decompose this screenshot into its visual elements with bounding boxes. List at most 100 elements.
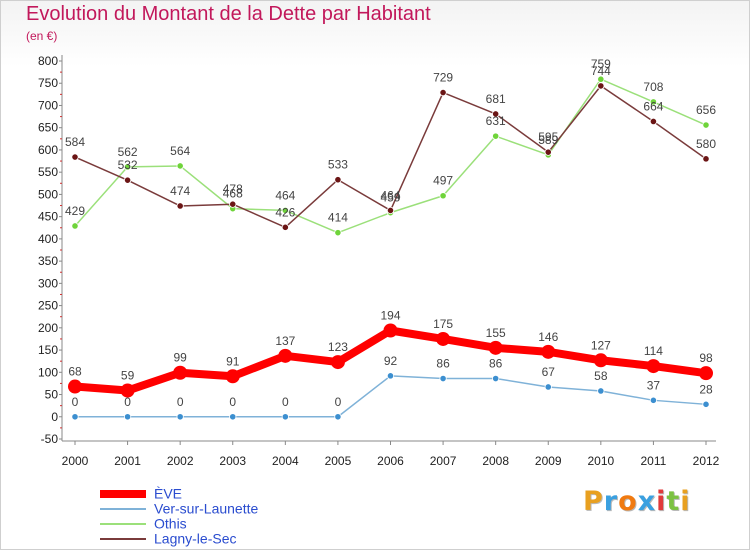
- x-tick-label: 2012: [693, 454, 720, 468]
- legend-swatch: [100, 522, 146, 525]
- logo-letter: o: [618, 486, 638, 517]
- data-label: 0: [177, 395, 184, 409]
- data-point: [492, 374, 500, 383]
- line-chart: -50 0 50 100 150 200 250 300 350 400 450 500 550 600 6…: [38, 54, 720, 468]
- data-point: [225, 369, 240, 384]
- y-tick-label: 650: [38, 121, 58, 135]
- data-label: 0: [124, 395, 131, 409]
- legend-label: Ver-sur-Launette: [154, 500, 259, 517]
- logo-letter: P: [583, 486, 604, 517]
- data-point: [593, 353, 608, 368]
- legend-swatch: [100, 537, 146, 540]
- x-tick-label: 2011: [641, 454, 667, 468]
- data-label: 478: [223, 182, 243, 196]
- data-label: 59: [121, 369, 135, 383]
- data-label: 497: [433, 174, 453, 188]
- data-label: 414: [328, 211, 348, 225]
- data-point: [278, 348, 293, 363]
- y-tick-label: 550: [38, 165, 58, 179]
- data-label: 67: [542, 365, 556, 379]
- data-label: 28: [699, 382, 713, 396]
- x-tick-label: 2003: [219, 454, 246, 468]
- x-tick-label: 2004: [272, 454, 299, 468]
- data-label: 0: [282, 395, 289, 409]
- data-point: [544, 148, 552, 156]
- data-label: 86: [489, 357, 503, 371]
- data-label: 759: [591, 57, 611, 71]
- x-tick-label: 2006: [377, 454, 404, 468]
- y-tick-label: 300: [38, 276, 58, 290]
- data-label: 564: [170, 144, 190, 158]
- y-tick-label: 350: [38, 254, 58, 268]
- data-point: [386, 372, 395, 380]
- chart-title: Evolution du Montant de la Dette par Hab…: [26, 3, 431, 25]
- data-label: 0: [72, 395, 79, 409]
- data-label: 37: [647, 378, 661, 392]
- data-label: 468: [223, 187, 243, 201]
- data-label: 0: [229, 395, 236, 409]
- chart-legend: ÈVE Ver-sur-Launette Othis Lagny-le-Sec: [100, 486, 258, 546]
- data-label: 589: [538, 133, 558, 147]
- legend-item: Lagny-le-Sec: [100, 531, 258, 546]
- data-point: [702, 121, 710, 129]
- legend-item: ÈVE: [100, 486, 258, 501]
- data-label: 532: [118, 158, 138, 172]
- data-point: [123, 176, 132, 184]
- data-label: 595: [538, 130, 558, 144]
- y-tick-label: 600: [38, 143, 58, 157]
- data-point: [436, 331, 451, 346]
- series-line-ver-sur-launette: [74, 375, 707, 418]
- data-label: 681: [486, 92, 506, 106]
- data-point: [71, 153, 79, 161]
- logo-letter: x: [637, 486, 657, 517]
- data-label: 584: [65, 135, 85, 149]
- data-point: [123, 163, 132, 171]
- data-label: 580: [696, 137, 716, 151]
- data-point: [176, 202, 184, 210]
- data-point: [492, 110, 500, 118]
- legend-label: ÈVE: [154, 485, 183, 502]
- data-label: 98: [699, 351, 713, 365]
- x-tick-label: 2001: [114, 454, 141, 468]
- proxiti-logo: Proxiti: [583, 486, 691, 517]
- data-label: 92: [384, 354, 398, 368]
- y-tick-label: 750: [38, 76, 58, 90]
- data-point: [544, 383, 552, 391]
- legend-swatch: [100, 507, 146, 510]
- y-tick-label: 500: [38, 187, 58, 201]
- data-point: [439, 192, 447, 200]
- data-label: 91: [226, 354, 240, 368]
- data-label: 127: [591, 338, 611, 352]
- logo-letter: t: [666, 486, 681, 517]
- data-label: 429: [65, 204, 85, 218]
- data-label: 656: [696, 103, 716, 117]
- data-point: [702, 155, 710, 163]
- data-point: [229, 413, 237, 421]
- data-label: 123: [328, 340, 348, 354]
- y-tick-label: 400: [38, 232, 58, 246]
- data-point: [699, 366, 713, 381]
- data-point: [492, 132, 500, 140]
- legend-label: Lagny-le-Sec: [154, 530, 237, 547]
- y-tick-label: 800: [38, 54, 58, 68]
- x-tick-label: 2010: [587, 454, 614, 468]
- data-point: [281, 223, 289, 231]
- data-point: [229, 200, 237, 208]
- data-label: 664: [643, 99, 663, 113]
- data-label: 68: [68, 365, 82, 379]
- x-tick-label: 2002: [167, 454, 194, 468]
- data-label: 114: [644, 344, 663, 358]
- data-label: 194: [380, 308, 400, 322]
- chart-subtitle: (en €): [26, 29, 58, 43]
- y-tick-label: 250: [38, 299, 58, 313]
- data-point: [176, 162, 184, 170]
- data-point: [383, 323, 398, 338]
- data-label: 562: [118, 145, 138, 159]
- x-tick-label: 2005: [325, 454, 352, 468]
- data-label: 58: [594, 369, 608, 383]
- x-tick-label: 2007: [430, 454, 457, 468]
- data-label: 175: [433, 317, 453, 331]
- data-label: 533: [328, 158, 348, 172]
- y-tick-label: 200: [38, 321, 58, 335]
